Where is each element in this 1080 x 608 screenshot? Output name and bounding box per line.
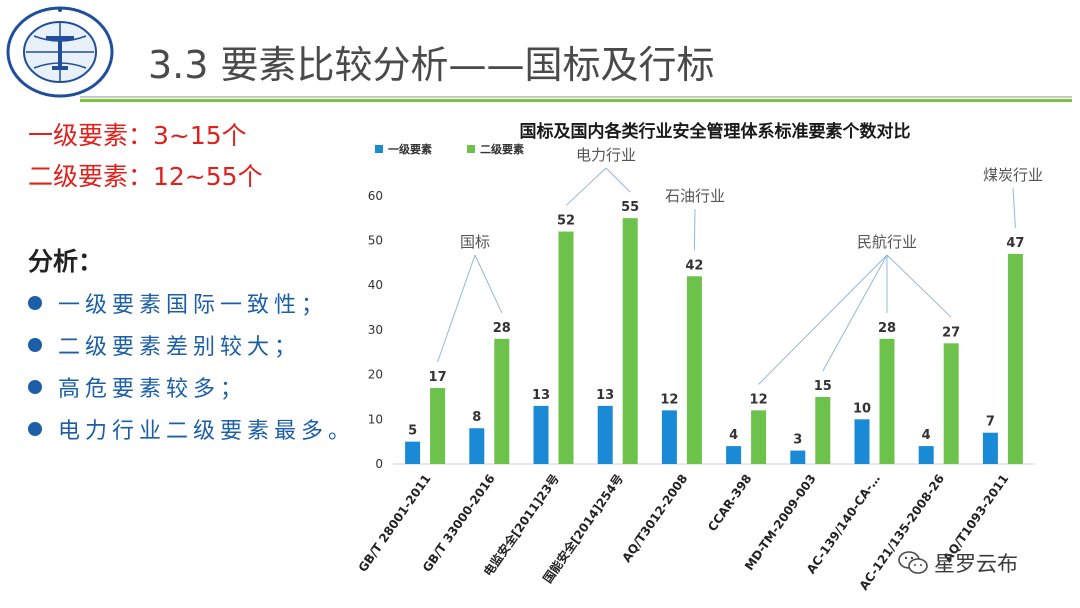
bar-secondary — [558, 231, 574, 464]
bar-primary — [469, 428, 485, 464]
data-label: 42 — [685, 258, 703, 273]
annotation-leader-line — [1012, 187, 1016, 228]
annotation-leader-line — [565, 167, 607, 206]
bar-secondary — [494, 338, 510, 464]
bar-primary — [597, 405, 613, 464]
analysis-item-text: 一级要素国际一致性； — [58, 293, 329, 318]
bar-primary — [533, 405, 549, 464]
y-tick-label: 30 — [368, 323, 383, 337]
bar-primary — [790, 450, 806, 464]
data-label: 52 — [557, 214, 575, 229]
bar-secondary — [430, 388, 446, 464]
watermark-text: 星罗云布 — [934, 552, 1018, 576]
bullet-dot-icon — [28, 338, 42, 352]
bar-secondary — [1007, 253, 1023, 464]
y-tick-label: 60 — [368, 189, 383, 203]
x-category-label: 电监安全[2011]23号 — [480, 471, 562, 579]
annotation-label: 煤炭行业 — [983, 166, 1043, 184]
data-label: 10 — [853, 401, 871, 416]
bullet-dot-icon — [28, 422, 42, 436]
analysis-item: 电力行业二级要素最多。 — [28, 408, 355, 450]
x-category-label: GB/T 33000-2016 — [420, 472, 498, 575]
bar-primary — [405, 441, 421, 464]
data-label: 13 — [532, 388, 550, 403]
bar-secondary — [686, 276, 702, 464]
analysis-list: 一级要素国际一致性； 二级要素差别较大； 高危要素较多； 电力行业二级要素最多。 — [28, 282, 355, 450]
annotation-label: 国标 — [460, 233, 490, 251]
y-tick-label: 50 — [368, 234, 383, 248]
data-label: 17 — [429, 370, 447, 385]
x-category-label: AC-139/140-CA-… — [804, 472, 883, 577]
data-label: 28 — [878, 321, 896, 336]
bar-primary — [982, 432, 998, 464]
bullet-dot-icon — [28, 296, 42, 310]
annotation-leader-line — [693, 208, 696, 251]
bar-secondary — [815, 396, 831, 464]
annotation-leader-line — [822, 254, 888, 372]
bar-primary — [854, 419, 870, 464]
y-tick-label: 20 — [368, 368, 383, 382]
analysis-item-text: 电力行业二级要素最多。 — [58, 419, 356, 444]
secondary-element-range: 二级要素：12~55个 — [28, 162, 263, 191]
annotation-leader-line — [886, 254, 952, 318]
y-tick-label: 10 — [368, 412, 383, 426]
data-label: 15 — [814, 379, 832, 394]
data-label: 4 — [729, 428, 738, 443]
analysis-item: 二级要素差别较大； — [28, 324, 355, 366]
legend-label: 二级要素 — [480, 142, 524, 156]
bar-primary — [918, 446, 934, 464]
y-tick-label: 0 — [375, 457, 383, 471]
y-tick-label: 40 — [368, 278, 383, 292]
annotation-label: 石油行业 — [665, 187, 725, 205]
bar-primary — [661, 410, 677, 464]
x-category-label: AQ/T3012-2008 — [619, 472, 690, 565]
analysis-item-text: 高危要素较多； — [58, 377, 248, 402]
data-label: 13 — [596, 388, 614, 403]
header-accent-bar — [80, 99, 1072, 102]
legend-label: 一级要素 — [388, 142, 432, 156]
data-label: 28 — [493, 321, 511, 336]
legend-swatch — [467, 145, 475, 153]
data-label: 27 — [942, 325, 960, 340]
x-category-label: CCAR-398 — [705, 472, 754, 534]
x-category-label: MD-TM-2009-003 — [742, 472, 819, 573]
watermark: 星罗云布 — [898, 548, 1018, 578]
data-label: 7 — [986, 415, 995, 430]
annotation-leader-line — [437, 254, 476, 363]
bar-secondary — [622, 218, 638, 464]
primary-element-range: 一级要素：3~15个 — [28, 121, 247, 150]
annotation-label: 民航行业 — [857, 233, 917, 251]
bullet-dot-icon — [28, 380, 42, 394]
analysis-item-text: 二级要素差别较大； — [58, 335, 302, 360]
data-label: 5 — [408, 424, 417, 439]
data-label: 55 — [621, 200, 639, 215]
chart-title: 国标及国内各类行业安全管理体系标准要素个数对比 — [520, 121, 911, 142]
data-label: 8 — [472, 410, 481, 425]
bar-primary — [726, 446, 742, 464]
annotation-label: 电力行业 — [576, 146, 636, 164]
annotation-leader-line — [758, 254, 888, 385]
annotation-leader-line — [605, 167, 631, 193]
slide-title: 3.3 要素比较分析——国标及行标 — [148, 43, 715, 87]
data-label: 47 — [1006, 236, 1024, 251]
analysis-item: 高危要素较多； — [28, 366, 355, 408]
data-label: 3 — [793, 433, 802, 448]
analysis-heading: 分析： — [28, 247, 104, 276]
data-label: 4 — [922, 428, 931, 443]
x-category-label: GB/T 28001-2011 — [356, 472, 434, 575]
analysis-item: 一级要素国际一致性； — [28, 282, 355, 324]
bar-secondary — [879, 338, 895, 464]
bar-secondary — [943, 343, 959, 464]
bar-secondary — [751, 410, 767, 464]
header-divider — [80, 96, 1072, 98]
annotation-leader-line — [474, 254, 503, 314]
university-logo — [6, 6, 114, 98]
wechat-icon — [898, 551, 928, 574]
data-label: 12 — [750, 392, 768, 407]
data-label: 12 — [660, 392, 678, 407]
legend-swatch — [375, 145, 383, 153]
